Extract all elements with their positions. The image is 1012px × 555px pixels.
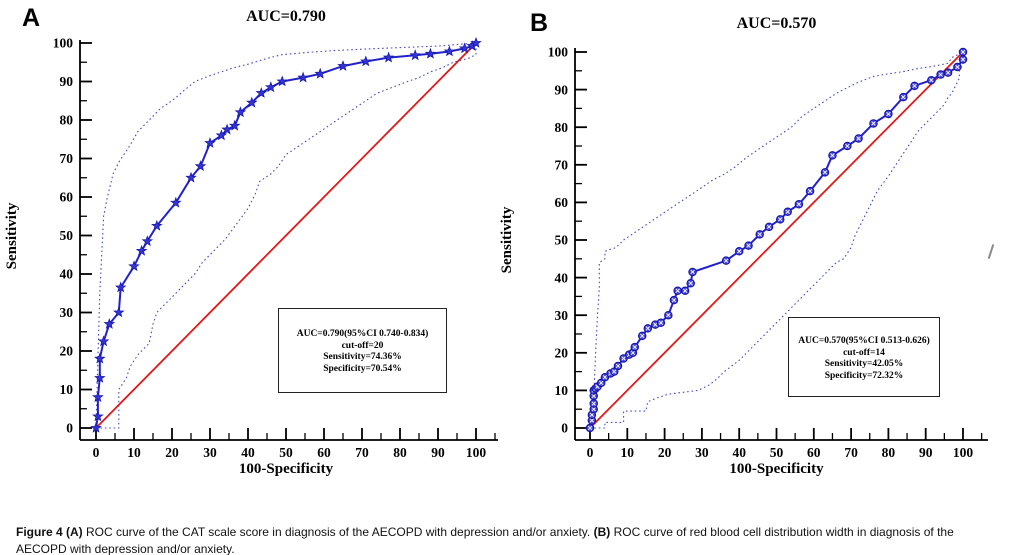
svg-text:100: 100 — [53, 36, 74, 51]
figure-caption: Figure 4 (A) ROC curve of the CAT scale … — [16, 524, 996, 555]
panel-a-title: AUC=0.790 — [246, 8, 326, 25]
panel-b-sensitivity-text: Sensitivity=42.05% — [824, 359, 904, 369]
svg-text:0: 0 — [93, 445, 100, 460]
panel-a: 0 10 20 30 40 50 60 70 80 90 100 0 10 20 30 40 50 60 70 80 9… — [0, 0, 506, 510]
svg-text:100: 100 — [953, 445, 974, 460]
svg-text:40: 40 — [555, 270, 569, 285]
caption-segment: (B) — [593, 525, 611, 539]
svg-text:40: 40 — [60, 267, 74, 282]
caption-segment: Figure 4 (A) — [16, 525, 83, 539]
svg-text:10: 10 — [127, 445, 141, 460]
panel-b-x-axis-label: 100-Specificity — [729, 461, 824, 477]
svg-text:30: 30 — [203, 445, 217, 460]
panel-b-cutoff-text: cut-off=14 — [843, 347, 885, 358]
svg-text:70: 70 — [844, 445, 858, 460]
svg-text:30: 30 — [555, 308, 569, 323]
panel-b-letter: B — [530, 9, 549, 37]
svg-text:40: 40 — [732, 445, 746, 460]
svg-text:20: 20 — [555, 346, 569, 361]
svg-text:0: 0 — [587, 445, 594, 460]
panel-a-letter: A — [22, 4, 41, 32]
svg-text:80: 80 — [555, 120, 569, 135]
svg-text:40: 40 — [241, 445, 255, 460]
panel-a-stats-box: AUC=0.790(95%CI 0.740-0.834) cut-off=20 … — [278, 308, 447, 393]
svg-text:80: 80 — [60, 113, 74, 128]
svg-text:0: 0 — [66, 421, 73, 436]
roc-plot-a: 0 10 20 30 40 50 60 70 80 90 100 0 10 20 30 40 50 60 70 80 9… — [53, 36, 498, 460]
svg-text:50: 50 — [60, 228, 74, 243]
svg-text:90: 90 — [555, 82, 569, 97]
svg-text:100: 100 — [466, 445, 487, 460]
svg-text:100: 100 — [548, 45, 569, 60]
panel-b-stats-box: AUC=0.570(95%CI 0.513-0.626) cut-off=14 … — [788, 317, 940, 397]
svg-text:60: 60 — [807, 445, 821, 460]
caption-segment: ROC curve of red blood cell distribution… — [16, 525, 954, 555]
svg-text:20: 20 — [165, 445, 179, 460]
svg-text:10: 10 — [60, 382, 74, 397]
svg-text:90: 90 — [919, 445, 933, 460]
svg-text:50: 50 — [770, 445, 784, 460]
panel-b-specificity-text: Specificity=72.32% — [824, 370, 904, 381]
svg-text:30: 30 — [695, 445, 709, 460]
svg-text:20: 20 — [658, 445, 672, 460]
panel-a-y-axis-label: Sensitivity — [4, 202, 20, 270]
svg-text:70: 70 — [60, 151, 74, 166]
svg-text:70: 70 — [555, 158, 569, 173]
svg-text:60: 60 — [60, 190, 74, 205]
roc-plot-b: 0 10 20 30 40 50 60 70 80 90 100 0 10 20 30 40 50 60 70 80 9… — [548, 45, 988, 460]
panel-b: 0 10 20 30 40 50 60 70 80 90 100 0 10 20 30 40 50 60 70 80 9… — [499, 0, 1012, 510]
svg-text:30: 30 — [60, 305, 74, 320]
svg-text:90: 90 — [60, 74, 74, 89]
svg-text:50: 50 — [279, 445, 293, 460]
caption-segment: ROC curve of the CAT scale score in diag… — [82, 525, 594, 539]
panel-a-sensitivity-text: Sensitivity=74.36% — [323, 352, 402, 362]
panel-b-auc-ci-text: AUC=0.570(95%CI 0.513-0.626) — [798, 336, 930, 346]
svg-text:90: 90 — [431, 445, 445, 460]
svg-text:20: 20 — [60, 344, 74, 359]
svg-text:80: 80 — [393, 445, 407, 460]
panel-a-cutoff-text: cut-off=20 — [341, 340, 384, 351]
panel-a-x-axis-label: 100-Specificity — [238, 461, 334, 477]
svg-text:50: 50 — [555, 233, 569, 248]
panel-b-y-axis-label: Sensitivity — [499, 206, 515, 274]
svg-text:10: 10 — [621, 445, 635, 460]
panel-b-title: AUC=0.570 — [736, 15, 817, 32]
svg-text:10: 10 — [555, 383, 569, 398]
svg-text:60: 60 — [317, 445, 331, 460]
svg-text:70: 70 — [355, 445, 369, 460]
panel-a-specificity-text: Specificity=70.54% — [323, 363, 402, 374]
svg-text:0: 0 — [561, 421, 568, 436]
panel-a-auc-ci-text: AUC=0.790(95%CI 0.740-0.834) — [296, 329, 429, 339]
svg-text:60: 60 — [555, 195, 569, 210]
svg-text:80: 80 — [882, 445, 896, 460]
